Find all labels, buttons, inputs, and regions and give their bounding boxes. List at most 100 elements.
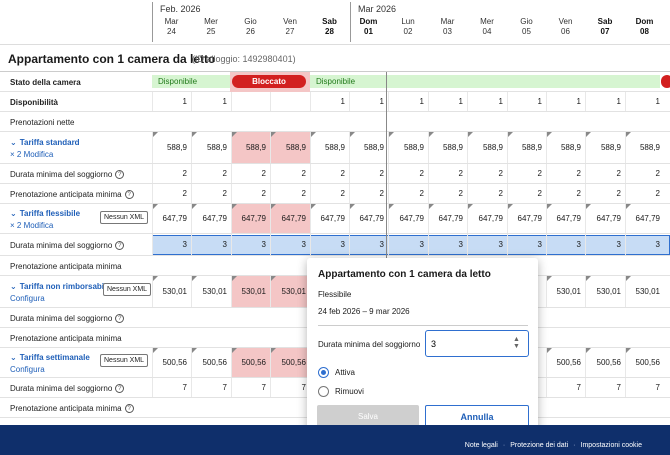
- min-stay-cell[interactable]: 3: [546, 234, 585, 255]
- advance-cell[interactable]: 2: [507, 184, 546, 203]
- availability-cell[interactable]: 1: [507, 92, 546, 111]
- standard-rate-edit-link[interactable]: × 2 Modifica: [10, 150, 54, 159]
- privacy-link[interactable]: Protezione dei dati: [510, 442, 569, 449]
- availability-cell[interactable]: 1: [467, 92, 507, 111]
- price-cell[interactable]: 588,9: [546, 132, 585, 163]
- help-icon[interactable]: ?: [115, 241, 125, 250]
- availability-cell[interactable]: [270, 92, 310, 111]
- price-cell[interactable]: 647,79: [388, 204, 428, 233]
- price-cell[interactable]: 530,01: [152, 276, 191, 307]
- min-stay-cell[interactable]: 3: [191, 234, 231, 255]
- min-stay-cell[interactable]: 3: [310, 234, 349, 255]
- advance-cell[interactable]: 2: [349, 184, 388, 203]
- price-cell[interactable]: 588,9: [191, 132, 231, 163]
- min-stay-cell[interactable]: 3: [231, 234, 270, 255]
- min-stay-cell[interactable]: 2: [310, 164, 349, 183]
- price-cell[interactable]: 500,56: [191, 348, 231, 377]
- availability-cell[interactable]: 1: [388, 92, 428, 111]
- min-stay-cell[interactable]: 7: [191, 378, 231, 397]
- weekly-configure-link[interactable]: Configura: [10, 365, 45, 374]
- price-cell[interactable]: 588,9: [625, 132, 664, 163]
- min-stay-cell[interactable]: 2: [507, 164, 546, 183]
- price-cell[interactable]: 647,79: [625, 204, 664, 233]
- price-cell[interactable]: 588,9: [152, 132, 191, 163]
- help-icon[interactable]: ?: [124, 190, 134, 199]
- weekly-rate-name[interactable]: ⌄ Tariffa settimanale: [10, 353, 90, 362]
- help-icon[interactable]: ?: [115, 170, 125, 179]
- min-stay-cell[interactable]: 2: [467, 164, 507, 183]
- price-cell[interactable]: 647,79: [270, 204, 310, 233]
- availability-cell[interactable]: 1: [585, 92, 625, 111]
- min-stay-cell[interactable]: 3: [428, 234, 467, 255]
- min-stay-cell[interactable]: 3: [507, 234, 546, 255]
- min-stay-cell[interactable]: 7: [231, 378, 270, 397]
- price-cell[interactable]: 530,01: [191, 276, 231, 307]
- price-cell[interactable]: 500,56: [625, 348, 664, 377]
- min-stay-cell[interactable]: 2: [625, 164, 664, 183]
- price-cell[interactable]: 647,79: [231, 204, 270, 233]
- min-stay-cell[interactable]: 2: [585, 164, 625, 183]
- help-icon[interactable]: ?: [115, 384, 125, 393]
- price-cell[interactable]: 647,79: [507, 204, 546, 233]
- price-cell[interactable]: 500,56: [270, 348, 310, 377]
- price-cell[interactable]: 588,9: [507, 132, 546, 163]
- availability-cell[interactable]: 1: [310, 92, 349, 111]
- advance-cell[interactable]: 2: [310, 184, 349, 203]
- advance-cell[interactable]: 2: [388, 184, 428, 203]
- spinner-arrows-icon[interactable]: ▲ ▼: [513, 336, 520, 350]
- price-cell[interactable]: 588,9: [428, 132, 467, 163]
- price-cell[interactable]: 647,79: [546, 204, 585, 233]
- min-stay-input[interactable]: [425, 330, 529, 357]
- min-stay-cell[interactable]: 7: [585, 378, 625, 397]
- price-cell[interactable]: 500,56: [231, 348, 270, 377]
- flexible-rate-edit-link[interactable]: × 2 Modifica: [10, 221, 54, 230]
- no-xml-button[interactable]: Nessun XML: [100, 211, 149, 224]
- min-stay-cell[interactable]: 2: [388, 164, 428, 183]
- price-cell[interactable]: 647,79: [467, 204, 507, 233]
- advance-cell[interactable]: 2: [585, 184, 625, 203]
- price-cell[interactable]: 530,01: [625, 276, 664, 307]
- min-stay-cell[interactable]: 2: [349, 164, 388, 183]
- help-icon[interactable]: ?: [124, 404, 134, 413]
- availability-cell[interactable]: 1: [428, 92, 467, 111]
- price-cell[interactable]: 647,79: [428, 204, 467, 233]
- price-cell[interactable]: 588,9: [388, 132, 428, 163]
- advance-cell[interactable]: 2: [270, 184, 310, 203]
- availability-cell[interactable]: 1: [625, 92, 664, 111]
- min-stay-cell[interactable]: 3: [467, 234, 507, 255]
- price-cell[interactable]: 588,9: [310, 132, 349, 163]
- min-stay-cell[interactable]: 2: [546, 164, 585, 183]
- advance-cell[interactable]: 2: [152, 184, 191, 203]
- no-xml-button[interactable]: Nessun XML: [103, 283, 152, 296]
- price-cell[interactable]: 530,01: [231, 276, 270, 307]
- standard-rate-name[interactable]: ⌄ Tariffa standard: [10, 138, 80, 147]
- min-stay-cell[interactable]: 7: [152, 378, 191, 397]
- min-stay-cell[interactable]: 2: [270, 164, 310, 183]
- price-cell[interactable]: 647,79: [585, 204, 625, 233]
- save-button[interactable]: Salva: [317, 405, 419, 428]
- price-cell[interactable]: 500,56: [585, 348, 625, 377]
- advance-cell[interactable]: 2: [546, 184, 585, 203]
- status-blocked[interactable]: Bloccato: [232, 75, 306, 88]
- price-cell[interactable]: 530,01: [585, 276, 625, 307]
- status-available-2[interactable]: Disponibile: [310, 75, 660, 88]
- advance-cell[interactable]: 2: [467, 184, 507, 203]
- min-stay-cell[interactable]: 3: [152, 234, 191, 255]
- price-cell[interactable]: 647,79: [152, 204, 191, 233]
- availability-cell[interactable]: 1: [546, 92, 585, 111]
- advance-cell[interactable]: 2: [231, 184, 270, 203]
- min-stay-cell[interactable]: 2: [428, 164, 467, 183]
- price-cell[interactable]: 588,9: [585, 132, 625, 163]
- nonrefundable-configure-link[interactable]: Configura: [10, 294, 45, 303]
- price-cell[interactable]: 647,79: [349, 204, 388, 233]
- status-available[interactable]: Disponibile: [152, 75, 230, 88]
- min-stay-cell[interactable]: 2: [152, 164, 191, 183]
- min-stay-cell[interactable]: 3: [270, 234, 310, 255]
- status-blocked-2[interactable]: [661, 75, 670, 88]
- min-stay-cell[interactable]: 7: [270, 378, 310, 397]
- price-cell[interactable]: 530,01: [546, 276, 585, 307]
- remove-radio[interactable]: [318, 386, 329, 397]
- availability-cell[interactable]: 1: [152, 92, 191, 111]
- price-cell[interactable]: 500,56: [546, 348, 585, 377]
- no-xml-button[interactable]: Nessun XML: [100, 354, 149, 367]
